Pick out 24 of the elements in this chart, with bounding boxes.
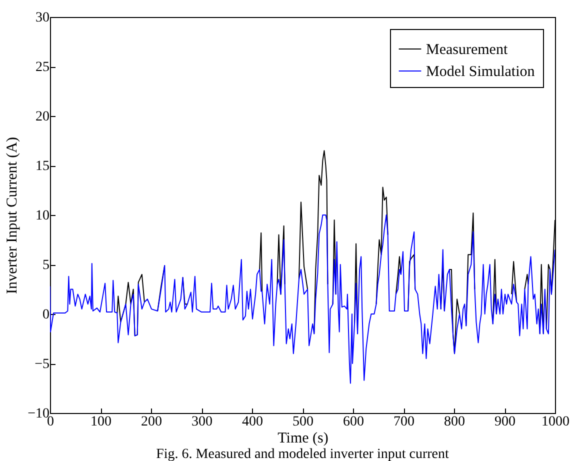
y-tick-label: 0 [42, 308, 50, 322]
y-tick-label: 25 [36, 60, 50, 75]
x-tick-label: 700 [394, 414, 414, 430]
x-tick-label: 200 [141, 414, 162, 430]
line-series [50, 214, 555, 384]
y-tick-label: 15 [36, 159, 50, 174]
y-axis-title: Inverter Input Current (A) [4, 136, 21, 294]
x-tick-label: 500 [292, 414, 314, 430]
x-tick-label: 100 [90, 414, 112, 430]
x-tick-label: 400 [242, 414, 263, 430]
x-tick-label: 1000 [542, 414, 570, 430]
y-tick-label: 10 [36, 208, 50, 224]
y-tick-label: 20 [36, 110, 50, 124]
x-tick-label: 300 [192, 414, 212, 430]
x-tick-label: 900 [494, 414, 516, 430]
y-tick-label: 5 [42, 258, 50, 273]
legend-label: Model Simulation [426, 64, 536, 80]
y-tick-label: 30 [36, 10, 50, 26]
x-axis-title: Time (s) [278, 430, 328, 446]
caption: Fig. 6. Measured and modeled inverter input current [156, 447, 449, 461]
x-tick-label: 800 [444, 414, 465, 430]
x-tick-label: 600 [343, 414, 364, 430]
legend-label: Measurement [426, 42, 508, 58]
y-tick-label: −5 [34, 357, 50, 372]
